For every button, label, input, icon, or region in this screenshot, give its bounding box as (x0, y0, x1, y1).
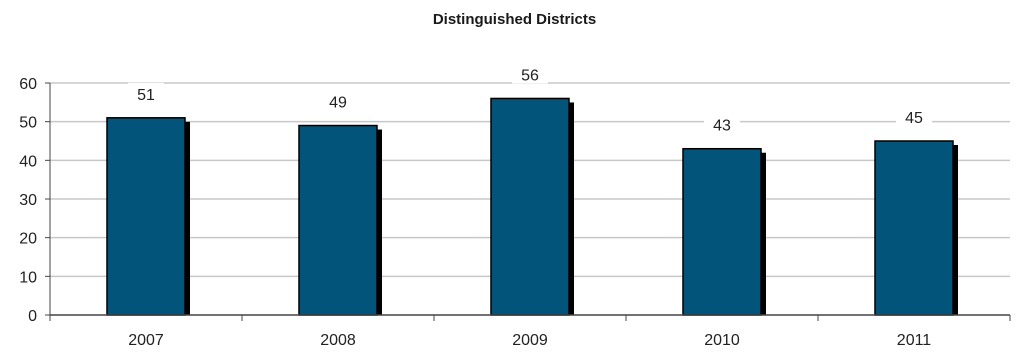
data-label: 49 (329, 95, 347, 112)
data-label: 51 (137, 87, 155, 104)
data-label-background (512, 63, 548, 84)
x-tick-label: 2008 (320, 332, 356, 349)
y-tick-label: 40 (19, 153, 37, 170)
data-label-background (704, 113, 740, 134)
data-label: 56 (521, 67, 539, 84)
y-tick-label: 20 (19, 231, 37, 248)
bar (106, 117, 186, 316)
x-tick-label: 2009 (512, 332, 548, 349)
y-tick-label: 0 (28, 308, 37, 325)
x-tick-label: 2011 (897, 332, 932, 349)
x-tick-label: 2010 (704, 332, 740, 349)
y-tick-label: 30 (19, 192, 37, 209)
data-label: 45 (905, 110, 923, 127)
bar (490, 97, 570, 316)
data-label-background (128, 82, 164, 103)
data-label: 43 (713, 118, 731, 135)
y-tick-label: 60 (19, 76, 37, 93)
x-tick-label: 2007 (128, 332, 164, 349)
data-label-background (896, 106, 932, 126)
chart-title: Distinguished Districts (432, 11, 597, 28)
bar (298, 124, 378, 316)
bar (682, 147, 762, 316)
bar (874, 140, 954, 316)
y-tick-label: 10 (19, 269, 37, 286)
data-label-background (320, 90, 356, 111)
y-tick-label: 50 (19, 115, 37, 132)
